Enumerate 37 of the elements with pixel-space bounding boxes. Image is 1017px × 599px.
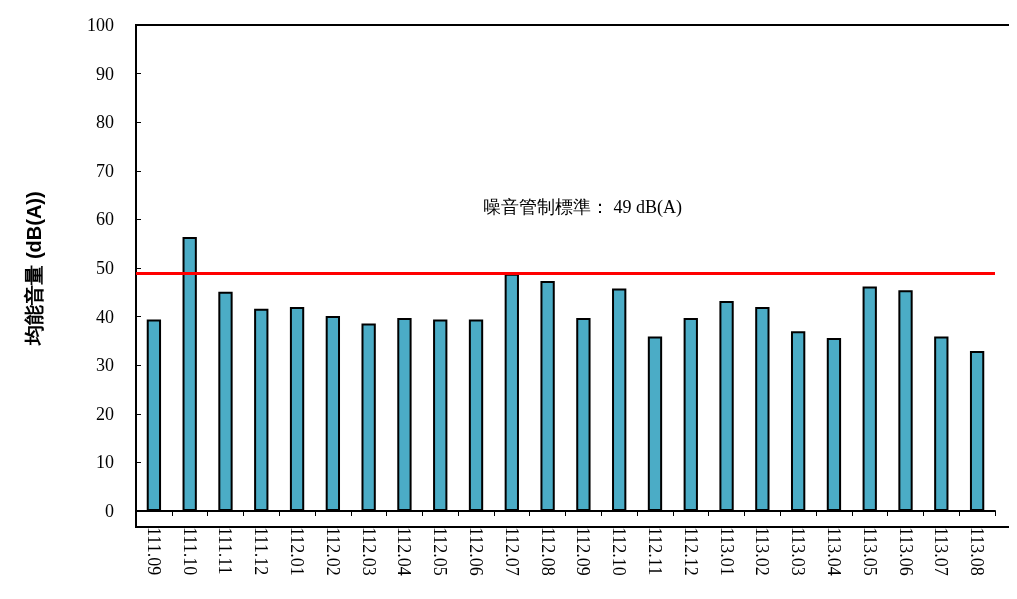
x-tick-label: 111.09 <box>143 527 164 576</box>
x-tick-label: 112.06 <box>466 527 487 576</box>
x-tick-label: 112.04 <box>394 527 415 576</box>
x-tick-label: 111.10 <box>179 527 200 576</box>
y-tick-label: 60 <box>96 209 114 230</box>
x-tick-label: 112.03 <box>358 527 379 576</box>
x-tick-label: 112.01 <box>287 527 308 576</box>
x-tick-label: 112.05 <box>430 527 451 576</box>
x-tick-label: 113.03 <box>788 527 809 576</box>
x-tick-label: 113.07 <box>931 527 952 576</box>
x-tick-label: 111.12 <box>251 527 272 576</box>
x-tick-label: 112.08 <box>537 527 558 576</box>
x-tick-label: 112.12 <box>680 527 701 576</box>
x-tick-label: 112.10 <box>609 527 630 576</box>
y-tick-label: 90 <box>96 63 114 84</box>
x-tick-label: 113.01 <box>716 527 737 576</box>
y-tick-label: 100 <box>87 15 114 35</box>
x-tick-label: 113.05 <box>859 527 880 576</box>
x-tick-label: 111.11 <box>215 527 236 575</box>
x-tick-label: 112.11 <box>644 527 665 576</box>
y-tick-label: 80 <box>96 112 114 133</box>
annotation: 噪音管制標準： 49 dB(A) <box>483 197 682 218</box>
x-tick-label: 113.02 <box>752 527 773 576</box>
x-tick-label: 113.06 <box>895 527 916 576</box>
y-tick-label: 0 <box>105 501 114 521</box>
y-tick-label: 20 <box>96 403 114 424</box>
x-tick-label: 112.02 <box>322 527 343 576</box>
y-axis-title: 均能音量 (dB(A)) <box>23 191 45 346</box>
y-tick-label: 30 <box>96 355 114 376</box>
x-tick-label: 112.09 <box>573 527 594 576</box>
x-tick-label: 113.08 <box>967 527 988 576</box>
y-tick-label: 40 <box>96 306 114 327</box>
x-tick-label: 113.04 <box>823 527 844 576</box>
x-tick-label: 112.07 <box>501 527 522 576</box>
y-tick-label: 70 <box>96 160 114 181</box>
y-tick-label: 10 <box>96 452 114 473</box>
y-tick-label: 50 <box>96 258 114 278</box>
